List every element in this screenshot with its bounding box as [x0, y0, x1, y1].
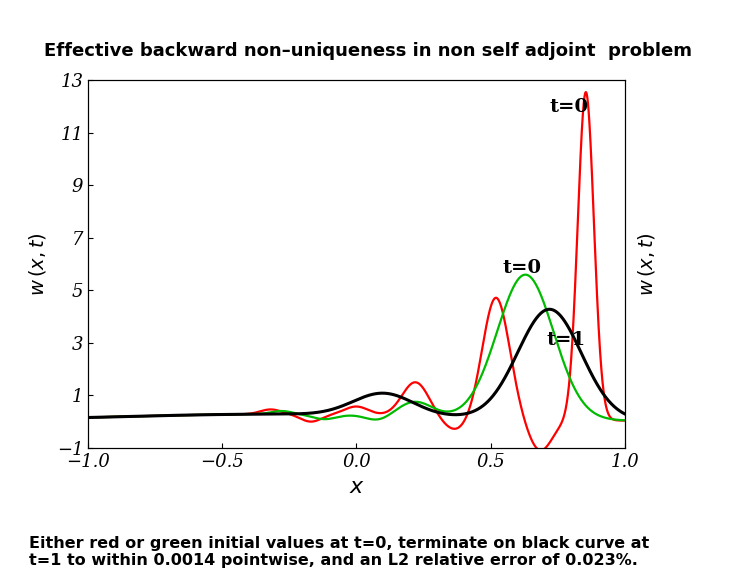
Text: t=1: t=1: [547, 331, 587, 350]
Text: t=0: t=0: [503, 259, 542, 277]
X-axis label: $x$: $x$: [348, 476, 365, 498]
Text: Effective backward non–uniqueness in non self adjoint  problem: Effective backward non–uniqueness in non…: [43, 42, 692, 60]
Y-axis label: $w\,(x,t)$: $w\,(x,t)$: [27, 232, 49, 296]
Text: Either red or green initial values at t=0, terminate on black curve at
t=1 to wi: Either red or green initial values at t=…: [29, 536, 650, 568]
Y-axis label: $w\,(x,t)$: $w\,(x,t)$: [636, 232, 657, 296]
Text: t=0: t=0: [550, 98, 589, 116]
